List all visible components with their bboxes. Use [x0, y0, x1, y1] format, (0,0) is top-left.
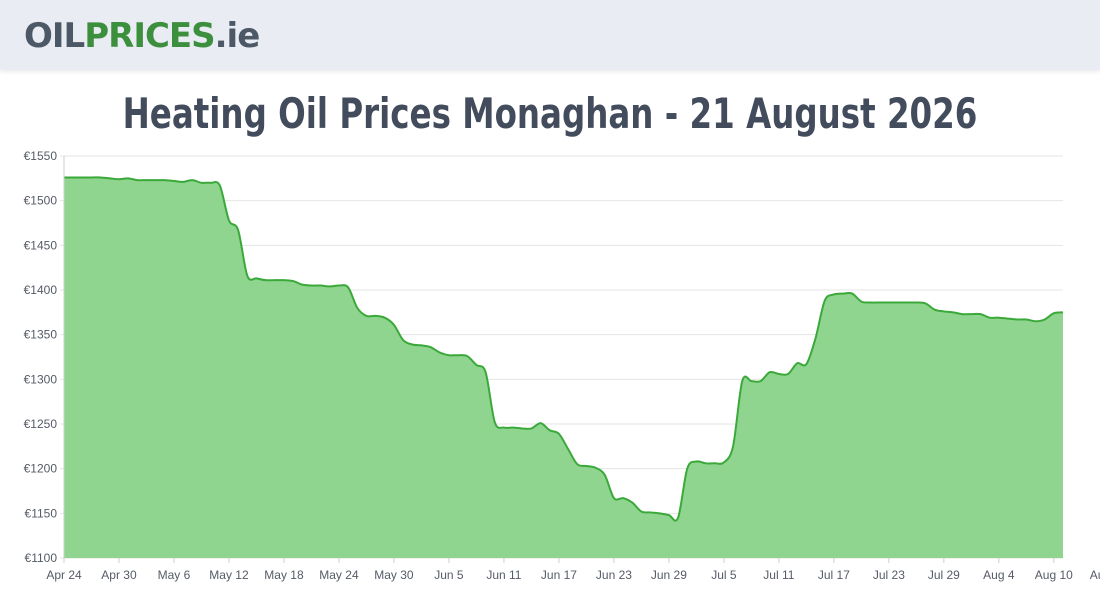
x-tick-label: May 24: [319, 568, 359, 582]
logo-ie-text: .ie: [214, 16, 261, 56]
price-area: [63, 176, 1064, 558]
series-line: [63, 176, 1064, 522]
logo-prices-text: PRICES: [84, 16, 215, 56]
x-tick-label: Jul 23: [873, 568, 905, 582]
site-header: OILPRICES.ie: [0, 0, 1100, 70]
y-tick-label: €1300: [24, 372, 58, 386]
y-tick-label: €1450: [24, 238, 58, 252]
x-tick-label: Jun 23: [596, 568, 632, 582]
y-tick-labels: €1100 €1150 €1200 €1250 €1300 €1350 €1400 €1450…: [24, 149, 58, 565]
y-tick-label: €1100: [25, 551, 58, 565]
x-tick-label: Apr 24: [46, 568, 82, 582]
x-tick-label: Jun 11: [486, 568, 521, 582]
site-logo[interactable]: OILPRICES.ie: [24, 14, 261, 58]
x-tick-label: Jul 29: [928, 568, 960, 582]
x-tick-label: Aug 16: [1090, 568, 1100, 582]
x-tick-label: May 30: [374, 568, 414, 582]
x-tick-label: May 6: [158, 568, 191, 582]
x-tick-label: Jun 29: [651, 568, 687, 582]
x-tick-labels: Apr 24 Apr 30 May 6 May 12 May 18 May 24 May 3…: [46, 568, 1100, 582]
x-tick-label: May 12: [209, 568, 249, 582]
y-tick-label: €1500: [24, 194, 58, 208]
x-tick-label: Aug 10: [1035, 568, 1073, 582]
x-tick-label: Jul 5: [711, 568, 737, 582]
x-tick-label: May 18: [264, 568, 304, 582]
y-tick-label: €1200: [24, 462, 58, 476]
x-tick-label: Jun 5: [434, 568, 464, 582]
y-tick-label: €1250: [24, 417, 58, 431]
page-title: Heating Oil Prices Monaghan - 21 August …: [122, 89, 978, 138]
x-tick-label: Jul 11: [763, 568, 794, 582]
logo-oil-text: OIL: [24, 16, 85, 56]
x-tick-label: Apr 30: [101, 568, 137, 582]
series-area-fill: [64, 177, 1063, 558]
x-tick-label: Jul 17: [818, 568, 850, 582]
x-tick-label: Aug 4: [983, 568, 1015, 582]
y-tick-label: €1400: [24, 283, 58, 297]
chart-axes: [63, 156, 1055, 563]
y-tick-label: €1350: [24, 328, 58, 342]
x-tick-label: Jun 17: [541, 568, 577, 582]
y-tick-label: €1150: [25, 506, 58, 520]
y-tick-label: €1550: [24, 149, 58, 163]
